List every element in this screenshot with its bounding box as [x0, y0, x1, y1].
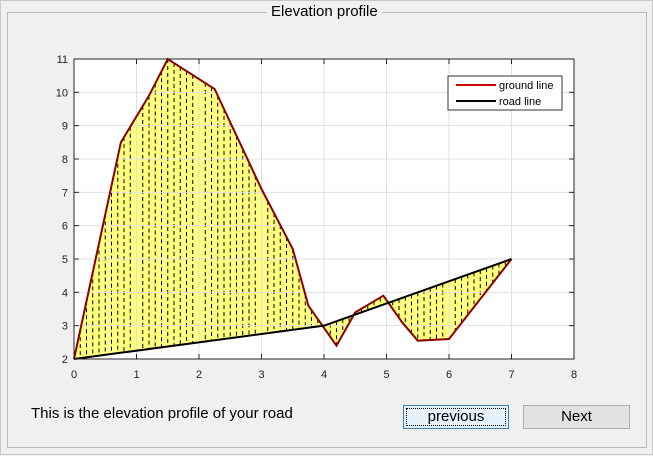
- status-message: This is the elevation profile of your ro…: [31, 405, 293, 422]
- y-tick-label: 9: [62, 121, 68, 133]
- previous-button-label: previous: [427, 408, 485, 425]
- x-tick-label: 1: [133, 369, 139, 381]
- y-tick-label: 5: [62, 254, 68, 266]
- x-tick-label: 3: [258, 369, 264, 381]
- previous-button[interactable]: previous: [403, 405, 509, 429]
- y-tick-label: 7: [62, 187, 68, 199]
- legend-box: [447, 75, 563, 111]
- x-tick-label: 2: [196, 369, 202, 381]
- next-button-label: Next: [561, 408, 592, 425]
- y-tick-label: 2: [62, 354, 68, 366]
- legend-ground-line-label: ground line: [499, 80, 553, 92]
- y-tick-label: 10: [56, 87, 68, 99]
- y-tick-label: 4: [62, 287, 68, 299]
- panel-title: Elevation profile: [267, 3, 382, 20]
- chart-legend: ground line road line: [447, 75, 563, 111]
- y-tick-label: 8: [62, 154, 68, 166]
- y-tick-label: 6: [62, 221, 68, 233]
- x-tick-label: 8: [571, 369, 577, 381]
- x-tick-label: 7: [508, 369, 514, 381]
- next-button[interactable]: Next: [523, 405, 630, 429]
- x-tick-label: 4: [321, 369, 327, 381]
- road-line: [73, 258, 512, 360]
- legend-road-line-label: road line: [499, 96, 541, 108]
- x-tick-label: 5: [383, 369, 389, 381]
- ground-line: [73, 57, 513, 360]
- cut-fill-area: [74, 59, 512, 359]
- y-tick-label: 3: [62, 321, 68, 333]
- focus-indicator: [406, 408, 506, 426]
- y-tick-label: 11: [57, 54, 68, 66]
- x-tick-label: 0: [71, 369, 77, 381]
- x-tick-label: 6: [446, 369, 452, 381]
